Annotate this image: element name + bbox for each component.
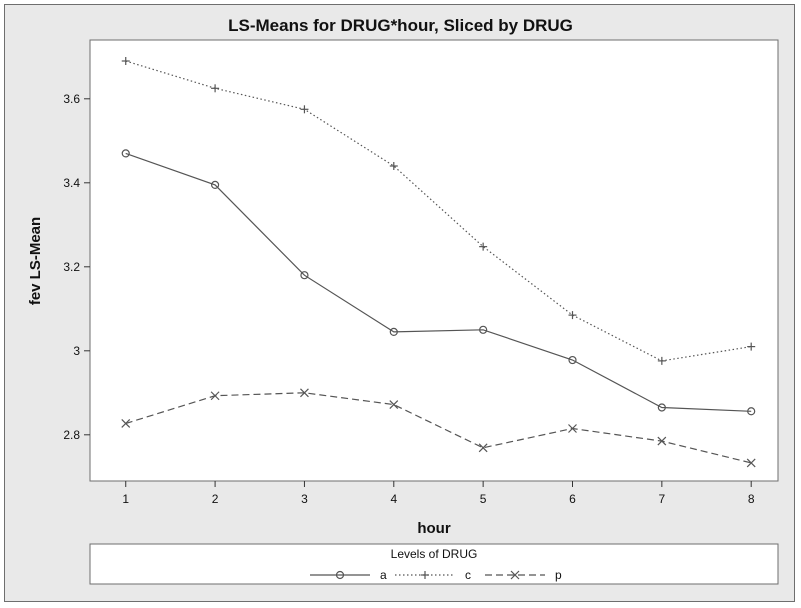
series-line-a xyxy=(125,152,752,412)
data-point-c xyxy=(211,84,220,93)
data-point-c xyxy=(568,311,577,320)
x-tick-label: 1 xyxy=(122,492,129,506)
data-point-a xyxy=(389,327,398,336)
series-lines xyxy=(125,60,752,464)
data-point-a xyxy=(568,355,577,365)
legend-title: Levels of DRUG xyxy=(391,547,478,561)
data-point-p xyxy=(389,400,399,409)
data-point-a xyxy=(747,407,756,416)
chart-title: LS-Means for DRUG*hour, Sliced by DRUG xyxy=(228,16,573,35)
y-axis-label: fev LS-Mean xyxy=(27,217,44,305)
data-point-p xyxy=(478,443,488,453)
data-point-a xyxy=(657,403,666,412)
data-point-p xyxy=(657,436,667,446)
x-tick-label: 7 xyxy=(659,492,666,506)
data-point-c xyxy=(300,105,309,114)
x-tick-label: 8 xyxy=(748,492,755,506)
data-point-c xyxy=(657,356,666,365)
x-tick-label: 6 xyxy=(569,492,576,506)
legend-marker-c xyxy=(421,571,429,579)
x-tick-label: 3 xyxy=(301,492,308,506)
data-point-c xyxy=(121,57,130,65)
legend-label-p: p xyxy=(555,568,562,582)
data-point-p xyxy=(300,388,309,398)
legend-label-a: a xyxy=(380,568,387,582)
data-point-p xyxy=(746,458,756,468)
legend-label-c: c xyxy=(465,568,471,582)
axes: 1 2 3 4 5 6 7 8 2.8 3 3.2 3.4 3.6 xyxy=(63,92,755,506)
y-tick-label: 3 xyxy=(73,344,80,358)
legend-marker-a xyxy=(335,570,345,580)
legend-box xyxy=(89,543,779,585)
data-point-a xyxy=(300,271,309,280)
x-tick-label: 2 xyxy=(212,492,219,506)
x-tick-label: 5 xyxy=(480,492,487,506)
data-point-c xyxy=(389,162,398,170)
series-line-c xyxy=(125,60,752,362)
data-point-a xyxy=(121,149,130,158)
x-axis-label: hour xyxy=(417,520,450,537)
legend-marker-p xyxy=(510,570,520,580)
y-tick-label: 3.4 xyxy=(63,176,80,190)
data-point-p xyxy=(210,391,220,401)
data-point-c xyxy=(747,342,756,351)
data-point-a xyxy=(479,325,488,334)
data-point-p xyxy=(121,419,131,428)
data-point-c xyxy=(479,242,488,251)
x-tick-label: 4 xyxy=(390,492,397,506)
y-tick-label: 3.2 xyxy=(63,260,80,274)
y-tick-label: 3.6 xyxy=(63,92,80,106)
data-point-p xyxy=(568,424,577,433)
series-line-p xyxy=(125,392,752,464)
plot-area xyxy=(89,39,779,482)
y-tick-label: 2.8 xyxy=(63,428,80,442)
series-markers xyxy=(121,57,756,468)
data-point-a xyxy=(210,180,220,189)
